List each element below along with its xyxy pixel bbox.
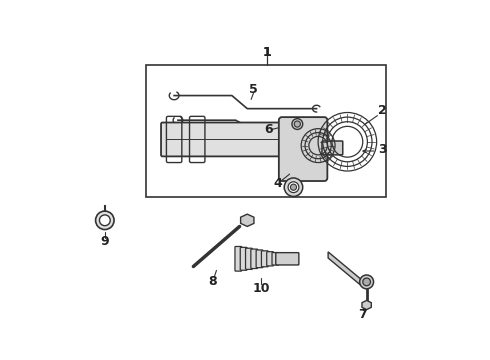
Circle shape <box>294 121 300 127</box>
Text: 10: 10 <box>252 282 270 294</box>
FancyBboxPatch shape <box>251 249 258 269</box>
Text: 8: 8 <box>208 275 217 288</box>
Circle shape <box>284 178 303 197</box>
FancyBboxPatch shape <box>267 252 273 266</box>
FancyBboxPatch shape <box>279 117 327 181</box>
Polygon shape <box>328 252 361 285</box>
Circle shape <box>291 184 296 190</box>
Text: 1: 1 <box>262 46 271 59</box>
Circle shape <box>360 275 373 289</box>
Text: 1: 1 <box>262 46 271 59</box>
Text: 7: 7 <box>358 308 367 321</box>
FancyBboxPatch shape <box>322 141 343 155</box>
FancyBboxPatch shape <box>276 253 299 265</box>
FancyBboxPatch shape <box>256 250 263 267</box>
Circle shape <box>288 182 299 193</box>
Text: 4: 4 <box>274 177 282 190</box>
Circle shape <box>292 119 303 130</box>
Polygon shape <box>362 300 371 310</box>
Text: 5: 5 <box>249 83 258 96</box>
Polygon shape <box>241 214 254 226</box>
FancyBboxPatch shape <box>245 248 252 269</box>
Text: 2: 2 <box>378 104 387 117</box>
Text: 6: 6 <box>265 123 273 136</box>
FancyBboxPatch shape <box>272 253 279 265</box>
Text: 3: 3 <box>378 143 386 156</box>
FancyBboxPatch shape <box>240 247 247 270</box>
FancyBboxPatch shape <box>161 122 291 156</box>
FancyBboxPatch shape <box>235 247 242 271</box>
Circle shape <box>363 278 370 286</box>
Circle shape <box>96 211 114 230</box>
Text: 9: 9 <box>100 235 109 248</box>
FancyBboxPatch shape <box>262 251 268 267</box>
Circle shape <box>99 215 110 226</box>
